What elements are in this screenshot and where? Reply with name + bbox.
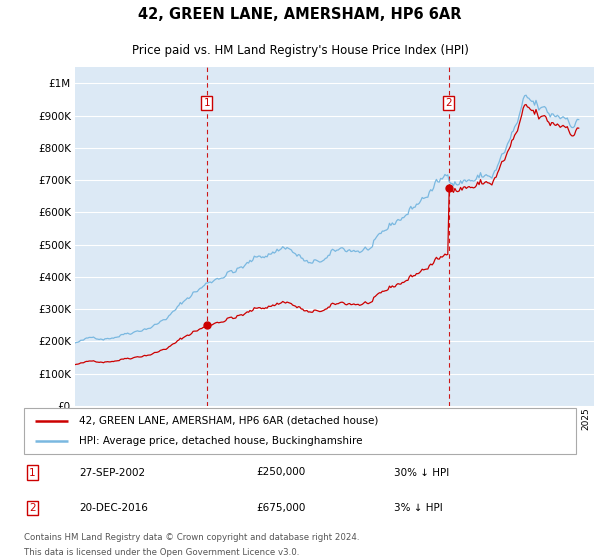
Text: HPI: Average price, detached house, Buckinghamshire: HPI: Average price, detached house, Buck… [79,436,362,446]
Text: 3% ↓ HPI: 3% ↓ HPI [394,503,443,513]
Text: 1: 1 [203,98,210,108]
Text: Price paid vs. HM Land Registry's House Price Index (HPI): Price paid vs. HM Land Registry's House … [131,44,469,57]
Text: 42, GREEN LANE, AMERSHAM, HP6 6AR: 42, GREEN LANE, AMERSHAM, HP6 6AR [138,7,462,22]
Text: £675,000: £675,000 [256,503,305,513]
Text: Contains HM Land Registry data © Crown copyright and database right 2024.: Contains HM Land Registry data © Crown c… [24,533,359,542]
Text: 2: 2 [29,503,35,513]
Text: This data is licensed under the Open Government Licence v3.0.: This data is licensed under the Open Gov… [24,548,299,557]
Text: £250,000: £250,000 [256,468,305,478]
Text: 27-SEP-2002: 27-SEP-2002 [79,468,145,478]
Text: 2: 2 [446,98,452,108]
Text: 1: 1 [29,468,35,478]
Text: 30% ↓ HPI: 30% ↓ HPI [394,468,449,478]
Text: 42, GREEN LANE, AMERSHAM, HP6 6AR (detached house): 42, GREEN LANE, AMERSHAM, HP6 6AR (detac… [79,416,379,426]
Text: 20-DEC-2016: 20-DEC-2016 [79,503,148,513]
